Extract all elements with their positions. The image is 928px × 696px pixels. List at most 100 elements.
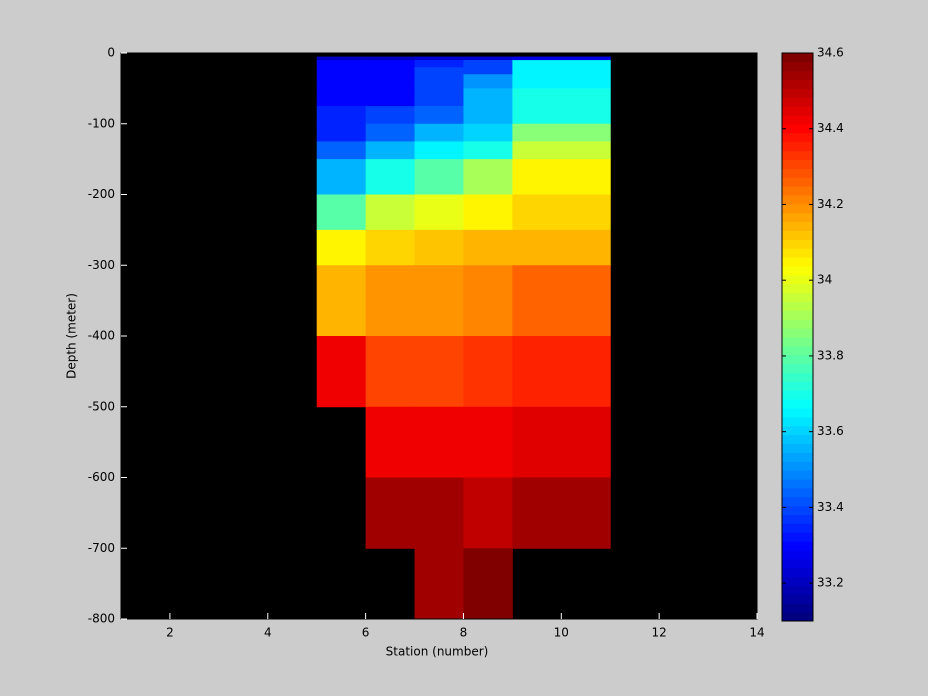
heatmap-cell	[512, 265, 611, 337]
heatmap-cell	[463, 548, 513, 620]
heatmap-cell	[463, 229, 513, 266]
heatmap-cell	[512, 194, 611, 231]
colorbar-swatch	[782, 434, 813, 444]
x-tick-label: 14	[749, 626, 764, 640]
colorbar-swatch	[782, 106, 813, 116]
colorbar-swatch	[782, 61, 813, 72]
heatmap-cell	[463, 141, 513, 160]
colorbar-swatch	[782, 585, 813, 595]
colorbar-swatch	[782, 257, 813, 267]
heatmap-cell	[512, 56, 611, 61]
colorbar-swatch	[782, 177, 813, 187]
heatmap-cell	[365, 229, 416, 266]
x-tick-label: 6	[362, 626, 370, 640]
colorbar-swatch	[782, 141, 813, 152]
heatmap-cell	[512, 406, 611, 478]
heatmap-cell	[414, 74, 464, 89]
y-axis-label: Depth (meter)	[65, 293, 79, 379]
heatmap-cell	[512, 477, 611, 549]
y-tick-label: -700	[88, 541, 115, 555]
heatmap-cell	[414, 406, 464, 478]
heatmap-cell	[365, 336, 416, 408]
heatmap-cell	[414, 477, 464, 549]
colorbar-swatch	[782, 461, 813, 471]
y-tick-label: -100	[88, 116, 115, 130]
heatmap-cell	[316, 265, 367, 337]
colorbar-swatch	[782, 310, 813, 320]
heatmap-cell	[463, 123, 513, 142]
heatmap-cell	[512, 336, 611, 408]
colorbar-swatch	[782, 132, 813, 143]
heatmap-cell	[365, 106, 416, 125]
colorbar-swatch	[782, 70, 813, 81]
heatmap-cell	[365, 60, 416, 68]
colorbar-swatch	[782, 505, 813, 515]
colorbar-tick-label: 33.6	[817, 424, 844, 438]
heatmap-cell	[414, 265, 464, 337]
heatmap-cell	[414, 229, 464, 266]
heatmap-cell	[414, 106, 464, 125]
heatmap-cell	[414, 548, 464, 620]
colorbar-swatch	[782, 150, 813, 160]
colorbar-swatch	[782, 558, 813, 569]
heatmap-cell	[512, 106, 611, 125]
colorbar-tick-label: 34	[817, 273, 832, 287]
colorbar-swatch	[782, 576, 813, 586]
colorbar-swatch	[782, 381, 813, 391]
colorbar-swatch	[782, 266, 813, 276]
colorbar-swatch	[782, 567, 813, 578]
y-tick-label: -300	[88, 258, 115, 272]
heatmap-cell	[316, 67, 367, 75]
heatmap-cell	[365, 123, 416, 142]
heatmap-cell	[463, 60, 513, 68]
heatmap-cell	[316, 229, 367, 266]
colorbar-swatch	[782, 479, 813, 489]
colorbar-swatch	[782, 363, 813, 373]
colorbar-tick-label: 34.2	[817, 197, 844, 211]
heatmap-cell	[365, 406, 416, 478]
colorbar-swatch	[782, 319, 813, 329]
colorbar-swatch	[782, 550, 813, 560]
heatmap-cell	[316, 88, 367, 107]
colorbar-swatch	[782, 372, 813, 382]
heatmap-cell	[512, 141, 611, 160]
colorbar-swatch	[782, 283, 813, 294]
colorbar-swatch	[782, 487, 813, 498]
heatmap-cell	[512, 88, 611, 107]
colorbar-swatch	[782, 523, 813, 533]
heatmap-cell	[365, 56, 416, 61]
colorbar-swatch	[782, 612, 813, 622]
heatmap-cell	[463, 74, 513, 89]
y-tick-label: -200	[88, 187, 115, 201]
y-tick-label: -800	[88, 612, 115, 626]
colorbar-swatch	[782, 399, 813, 409]
colorbar-swatch	[782, 425, 813, 436]
colorbar-swatch	[782, 452, 813, 462]
heatmap-cell	[512, 123, 611, 142]
heatmap-cell	[365, 265, 416, 337]
heatmap-cell	[463, 67, 513, 75]
colorbar-swatch	[782, 221, 813, 231]
heatmap-cell	[414, 56, 464, 61]
heatmap-cell	[463, 477, 513, 549]
heatmap-cell	[463, 88, 513, 107]
x-axis-label: Station (number)	[386, 645, 489, 659]
colorbar-swatch	[782, 470, 813, 480]
colorbar-swatch	[782, 594, 813, 604]
colorbar-tick-label: 34.4	[817, 121, 844, 135]
heatmap-cell	[316, 106, 367, 125]
colorbar-swatch	[782, 88, 813, 98]
colorbar-swatch	[782, 248, 813, 258]
colorbar-swatch	[782, 159, 813, 169]
heatmap-cell	[414, 141, 464, 160]
heatmap-cell	[463, 159, 513, 195]
heatmap-cell	[512, 74, 611, 89]
heatmap-cell	[512, 67, 611, 75]
heatmap-cell	[316, 74, 367, 89]
colorbar-swatch	[782, 124, 813, 134]
y-tick-label: 0	[107, 46, 115, 60]
heatmap-cell	[414, 159, 464, 195]
heatmap-cell	[463, 406, 513, 478]
colorbar-swatch	[782, 292, 813, 302]
y-tick-label: -600	[88, 470, 115, 484]
